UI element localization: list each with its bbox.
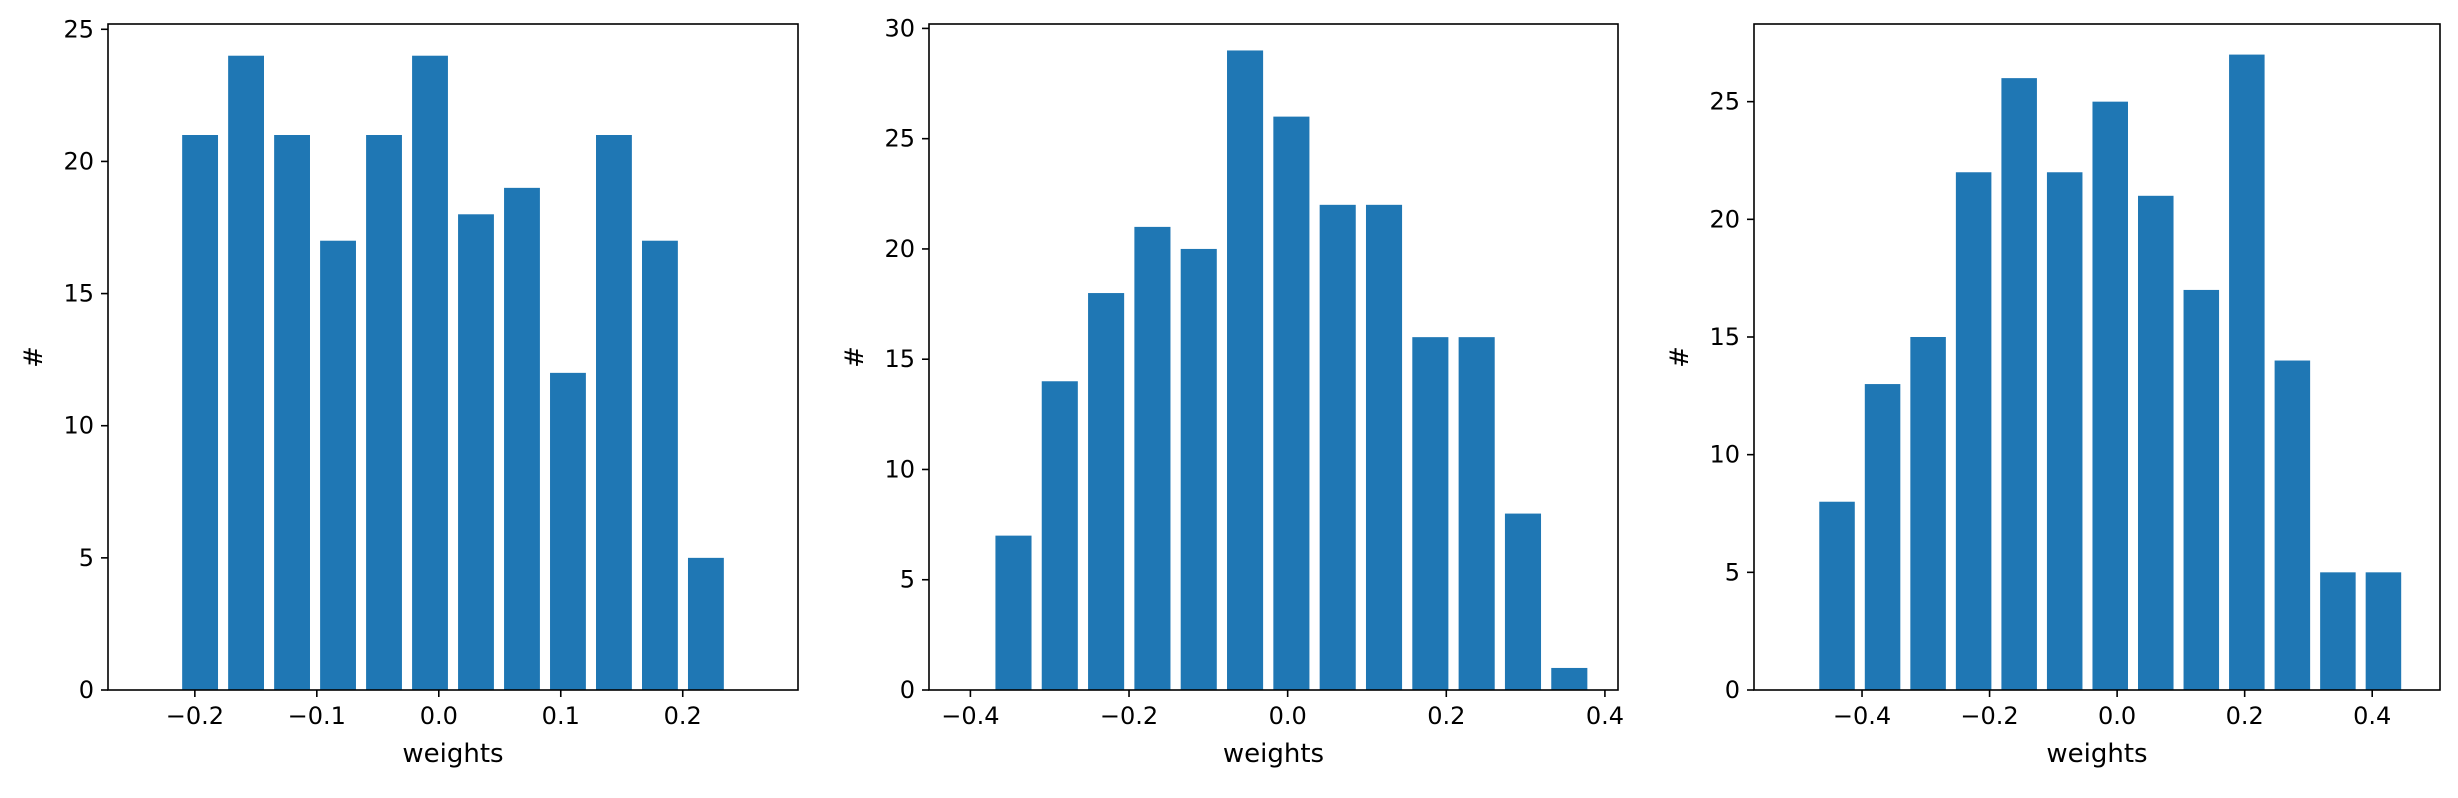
y-tick-label: 0	[1725, 676, 1740, 704]
x-tick-label: −0.2	[1960, 702, 2018, 730]
bar	[687, 557, 724, 690]
bar	[995, 535, 1032, 690]
y-tick-label: 20	[63, 147, 94, 175]
y-tick-label: 10	[1709, 441, 1740, 469]
bar	[1955, 172, 1992, 690]
x-tick-label: 0.0	[420, 702, 458, 730]
bar	[596, 135, 632, 690]
y-tick-label: 0	[900, 676, 915, 704]
y-tick-label: 25	[1709, 88, 1740, 116]
bar	[1819, 501, 1855, 690]
x-tick-label: 0.1	[542, 702, 580, 730]
y-tick-label: 5	[900, 566, 915, 594]
subplot-3: −0.4 −0.2 0.0 0.2 0.4 0 5 10 15 20 25 weights #	[1665, 23, 2441, 769]
bar	[1088, 293, 1125, 690]
x-tick-label: 0.2	[2226, 702, 2264, 730]
bar	[1319, 204, 1356, 690]
bar	[504, 187, 540, 691]
plot-frame	[107, 23, 799, 691]
plot-frame	[928, 23, 1619, 691]
bar	[274, 135, 310, 690]
y-tick-label: 15	[884, 345, 915, 373]
bar	[458, 214, 494, 691]
bar	[2229, 54, 2265, 690]
y-axis-label: #	[19, 346, 49, 368]
bar	[1910, 337, 1946, 690]
y-tick-label: 10	[884, 455, 915, 483]
y-tick-label: 20	[884, 235, 915, 263]
bar	[228, 55, 264, 690]
plot-frame	[1753, 23, 2441, 691]
y-tick-label: 20	[1709, 205, 1740, 233]
bar	[2274, 360, 2311, 690]
x-tick-label: 0.0	[2098, 702, 2136, 730]
bar	[412, 55, 448, 690]
bar	[182, 135, 219, 690]
x-tick-label: −0.2	[1100, 702, 1158, 730]
bar	[2320, 572, 2356, 690]
y-tick-label: 15	[63, 280, 94, 308]
subplot-1: −0.2 −0.1 0.0 0.1 0.2 0 5 10 15 20 25 weights #	[19, 15, 799, 769]
y-tick-label: 10	[63, 412, 94, 440]
x-tick-label: 0.2	[1427, 702, 1465, 730]
bar	[1227, 50, 1264, 690]
bar	[1412, 337, 1449, 690]
x-tick-label: 0.4	[1586, 702, 1624, 730]
x-axis-label: weights	[2046, 739, 2147, 769]
bar	[320, 240, 356, 690]
x-tick-label: 0.2	[664, 702, 702, 730]
bar	[1134, 226, 1171, 690]
bar	[2365, 572, 2402, 690]
x-tick-label: −0.4	[1833, 702, 1891, 730]
y-axis-label: #	[1665, 346, 1695, 368]
bar	[1458, 337, 1495, 690]
bar	[1551, 667, 1588, 690]
bar	[1365, 204, 1403, 690]
y-tick-label: 5	[1725, 558, 1740, 586]
bar	[642, 240, 678, 690]
y-tick-label: 30	[884, 14, 915, 42]
bar	[2046, 172, 2083, 690]
bar	[2138, 195, 2174, 691]
subplot-2: −0.4 −0.2 0.0 0.2 0.4 0 5 10 15 20 25 30 weights #	[840, 14, 1624, 769]
bar	[1864, 384, 1901, 690]
bar	[1504, 513, 1542, 690]
y-tick-label: 25	[63, 15, 94, 43]
x-tick-label: −0.1	[288, 702, 346, 730]
bar	[1041, 381, 1078, 690]
x-axis-label: weights	[402, 739, 503, 769]
bar	[550, 372, 586, 690]
x-tick-label: 0.0	[1269, 702, 1307, 730]
bar	[1180, 248, 1217, 690]
x-tick-label: −0.2	[166, 702, 224, 730]
x-tick-label: 0.4	[2353, 702, 2391, 730]
x-tick-label: −0.4	[941, 702, 999, 730]
bar	[366, 135, 402, 690]
y-axis-label: #	[840, 346, 870, 368]
y-tick-label: 25	[884, 125, 915, 153]
y-tick-label: 15	[1709, 323, 1740, 351]
bar	[2183, 289, 2220, 690]
y-tick-label: 5	[79, 544, 94, 572]
bar	[2092, 101, 2128, 690]
y-tick-label: 0	[79, 676, 94, 704]
x-axis-label: weights	[1223, 739, 1324, 769]
bar	[1273, 116, 1310, 691]
bar	[2001, 78, 2037, 690]
